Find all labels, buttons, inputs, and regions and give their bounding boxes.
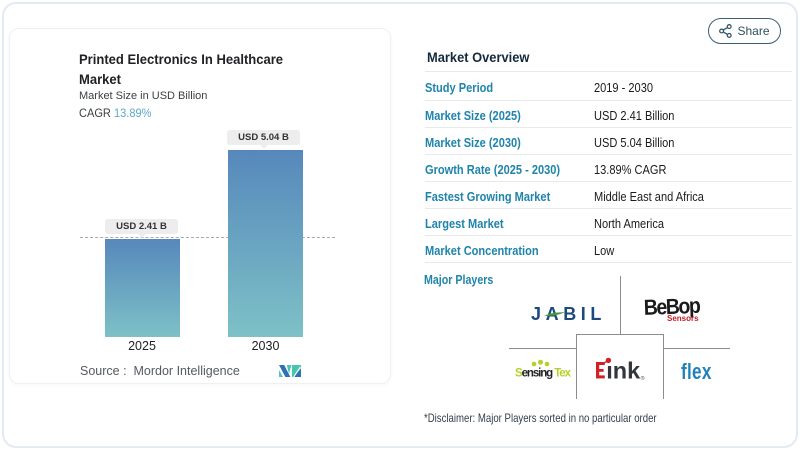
svg-text:®: ® xyxy=(641,375,645,382)
svg-text:BeBop: BeBop xyxy=(643,297,701,320)
svg-text:Sensing Tex: Sensing Tex xyxy=(515,368,572,380)
svg-text:flex: flex xyxy=(681,361,711,383)
svg-text:Sensors: Sensors xyxy=(667,314,699,323)
svg-text:JABIL: JABIL xyxy=(531,305,606,323)
svg-text:ınk: ınk xyxy=(606,357,641,383)
